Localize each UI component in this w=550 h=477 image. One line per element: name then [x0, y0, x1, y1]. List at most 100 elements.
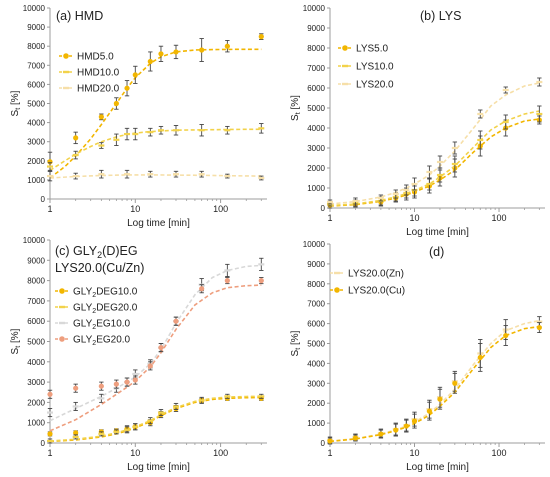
fit-curve: [329, 110, 540, 207]
x-tick-label: 1: [47, 204, 52, 214]
chart-panel-b: 0 1000 2000 3000 4000 5000 6000 7000 8000 9000 100…: [290, 4, 545, 238]
y-tick-label: 0: [41, 439, 46, 448]
data-point: [98, 114, 104, 120]
panel-title: (a) HMD: [56, 9, 103, 23]
y-tick-label: 8000: [307, 280, 325, 289]
legend-marker: [334, 287, 340, 293]
data-point: [437, 396, 443, 402]
legend-label: HMD20.0: [77, 84, 120, 95]
legend-item: LYS10.0: [338, 62, 394, 73]
x-tick-label: 100: [492, 448, 507, 458]
y-tick-label: 2000: [27, 398, 45, 407]
legend-item: HMD5.0: [59, 52, 114, 63]
data-point: [224, 278, 230, 284]
legend-label: HMD5.0: [77, 52, 114, 63]
data-point: [224, 43, 230, 49]
fit-curve: [49, 284, 262, 432]
legend-label: GLY2DEG20.0: [73, 303, 138, 316]
fit-curve: [49, 128, 262, 171]
y-tick-label: 3000: [307, 144, 325, 153]
legend-marker: [63, 53, 69, 59]
fit-curve: [329, 319, 540, 442]
series-d-1: [327, 316, 543, 444]
x-axis-label: Log time [min]: [127, 462, 190, 473]
data-point: [199, 286, 205, 292]
legend-label: HMD10.0: [77, 68, 120, 79]
data-point: [503, 332, 509, 339]
y-tick-label: 6000: [307, 84, 325, 93]
data-point: [124, 379, 130, 385]
chart-panel-a: 0 1000 2000 3000 4000 5000 6000 7000 8000 9000 100…: [10, 4, 267, 229]
legend-item: HMD10.0: [59, 68, 120, 79]
y-tick-label: 0: [41, 195, 46, 204]
y-tick-label: 8000: [27, 42, 45, 51]
y-tick-label: 5000: [307, 104, 325, 113]
legend-item: LYS5.0: [338, 44, 388, 55]
legend-item: GLY2EG20.0: [55, 335, 131, 348]
y-tick-label: 10000: [303, 240, 326, 249]
fit-curve: [49, 396, 262, 443]
legend-label: LYS20.0(Cu): [348, 286, 405, 297]
data-point: [477, 354, 483, 361]
data-point: [393, 427, 399, 433]
data-point: [98, 383, 104, 389]
fit-curve: [329, 325, 540, 443]
data-point: [147, 58, 153, 65]
fit-curve: [49, 264, 262, 422]
data-point: [147, 363, 153, 369]
legend-item: LYS20.0(Zn): [330, 269, 404, 280]
data-point: [173, 49, 179, 55]
fit-curve: [49, 395, 262, 442]
data-point: [47, 431, 53, 437]
y-tick-label: 0: [321, 204, 326, 213]
y-tick-label: 4000: [307, 359, 325, 368]
panel-title: (b) LYS: [420, 9, 461, 23]
data-point: [132, 72, 138, 78]
y-tick-label: 2000: [27, 157, 45, 166]
series-c-4: [47, 277, 264, 432]
y-axis-label: St [%]: [10, 328, 22, 354]
legend-marker: [59, 288, 65, 294]
panel-title-line2: LYS20.0(Cu/Zn): [55, 261, 144, 275]
y-tick-label: 9000: [307, 24, 325, 33]
x-tick-label: 100: [492, 213, 507, 223]
x-axis-label: Log time [min]: [127, 218, 190, 229]
y-tick-label: 5000: [27, 338, 45, 347]
data-point: [124, 85, 130, 91]
data-point: [536, 324, 542, 331]
fit-curve: [329, 118, 540, 207]
legend-label: LYS20.0: [356, 80, 394, 91]
legend-item: LYS20.0: [338, 80, 394, 91]
fit-curve: [329, 82, 540, 205]
x-tick-label: 10: [130, 204, 140, 214]
y-axis-label: St [%]: [290, 95, 302, 121]
legend-item: GLY2DEG20.0: [55, 303, 138, 316]
x-tick-label: 100: [213, 204, 228, 214]
y-tick-label: 7000: [27, 61, 45, 70]
data-point: [352, 435, 359, 441]
series-b-3: [327, 77, 543, 205]
x-axis-label: Log time [min]: [406, 462, 469, 473]
legend-label: LYS5.0: [356, 44, 388, 55]
data-point: [113, 100, 119, 107]
y-axis-label: St [%]: [10, 90, 22, 116]
y-tick-label: 10000: [23, 4, 46, 13]
y-tick-label: 5000: [27, 100, 45, 109]
y-tick-label: 9000: [307, 260, 325, 269]
legend-label: GLY2EG20.0: [73, 335, 131, 348]
data-point: [158, 344, 164, 351]
x-tick-label: 10: [410, 213, 420, 223]
y-tick-label: 8000: [307, 44, 325, 53]
data-point: [378, 431, 384, 437]
data-point: [327, 438, 333, 444]
y-tick-label: 9000: [27, 23, 45, 32]
x-tick-label: 100: [213, 448, 228, 458]
data-point: [73, 385, 79, 391]
y-tick-label: 7000: [27, 297, 45, 306]
legend-label: GLY2DEG10.0: [73, 287, 138, 300]
legend-marker: [342, 45, 348, 51]
legend-label: GLY2EG10.0: [73, 319, 131, 332]
data-point: [426, 408, 432, 414]
series-c-1: [47, 395, 264, 443]
